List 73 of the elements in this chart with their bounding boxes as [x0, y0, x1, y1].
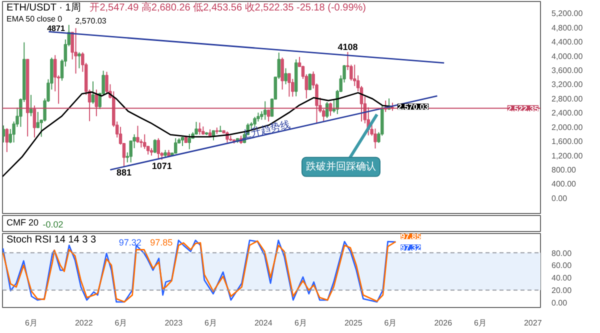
candlestick [308, 73, 312, 90]
annotation: 4108 [338, 42, 358, 52]
candlestick [153, 138, 157, 154]
x-tick-label: 2022 [74, 318, 94, 328]
annotation: 97.32 [118, 238, 142, 248]
annotation: 2,570.03 [75, 16, 107, 26]
candlestick [374, 128, 377, 150]
y-tick-label: 4,400.00 [552, 38, 584, 47]
candlestick [2, 124, 6, 143]
annotation: 1071 [152, 160, 172, 171]
y-tick-label: 400.00 [552, 180, 577, 189]
x-tick-label: 6月 [474, 318, 486, 328]
y-tick-label: 2,000.00 [552, 122, 584, 132]
y-tick-label: 2,400.00 [552, 108, 584, 118]
y-tick-label: 1,600.00 [552, 137, 584, 146]
y-tick-label: 60.00 [552, 261, 572, 270]
candlestick [78, 52, 81, 69]
candlestick [136, 125, 140, 144]
chart-title: ETH/USDT · 1周 [6, 2, 81, 14]
y-tick-label: 4,800.00 [552, 23, 584, 32]
x-tick-label: 6月 [204, 318, 217, 328]
candlestick [156, 138, 160, 160]
data-label: 97.85 [400, 232, 422, 242]
candlestick [94, 89, 98, 117]
x-tick-label: 6月 [384, 318, 397, 328]
x-tick-label: 2027 [524, 318, 542, 328]
candlestick [288, 73, 291, 98]
annotation: 4871 [47, 24, 66, 33]
ref-line-label: 2,522.35 [507, 104, 540, 114]
candlestick [198, 122, 202, 136]
annotation: 97.85 [150, 238, 173, 248]
x-tick-label: 2025 [344, 318, 363, 328]
chart-subtitle: 开2,547.49 高2,680.26 低2,453.56 收2,522.35 -25.18 (-0.99%) [90, 2, 366, 14]
data-label: 97.32 [400, 244, 422, 253]
x-tick-label: 6月 [25, 318, 38, 328]
annotation: 881 [116, 168, 132, 178]
text: EMA 50 close 0 [6, 14, 63, 24]
y-tick-label: 3,200.00 [552, 80, 584, 90]
x-tick-label: 2026 [434, 318, 453, 328]
candlestick [284, 68, 288, 85]
candlestick [74, 28, 78, 74]
chart-title: Stoch RSI 14 14 3 3 [6, 234, 96, 246]
candlestick [32, 105, 36, 138]
y-tick-label: 0.00 [552, 298, 568, 308]
text: CMF 20 [6, 218, 39, 228]
candlestick [194, 121, 198, 136]
x-tick-label: 2023 [164, 318, 184, 328]
candlestick [188, 133, 191, 150]
y-tick-label: 40.00 [552, 274, 572, 283]
y-tick-label: 3,600.00 [552, 66, 584, 76]
data-label: 2,570.03 [397, 102, 430, 112]
y-tick-label: 20.00 [552, 286, 572, 296]
annotation: 跌破并回踩确认 [306, 160, 376, 172]
y-tick-label: 0.00 [552, 194, 568, 203]
candlestick [91, 80, 95, 104]
candlestick [280, 57, 284, 90]
candlestick [143, 134, 146, 150]
text: -0.02 [42, 220, 64, 230]
y-tick-label: 2,800.00 [552, 94, 584, 104]
annotation: 上升趋势线 [240, 118, 292, 142]
y-tick-label: 1,200.00 [552, 151, 584, 160]
x-tick-label: 2024 [254, 318, 273, 328]
candlestick [174, 138, 178, 154]
candlestick [266, 109, 270, 122]
y-tick-label: 4,000.00 [552, 52, 584, 61]
x-tick-label: 6月 [114, 318, 128, 328]
candlestick [5, 128, 9, 153]
y-tick-label: 5,200.00 [552, 9, 584, 18]
y-tick-label: 80.00 [552, 248, 572, 258]
candlestick [263, 100, 267, 120]
y-tick-label: 800.00 [552, 165, 577, 174]
x-tick-label: 6月 [294, 318, 307, 328]
candlestick [253, 116, 256, 128]
